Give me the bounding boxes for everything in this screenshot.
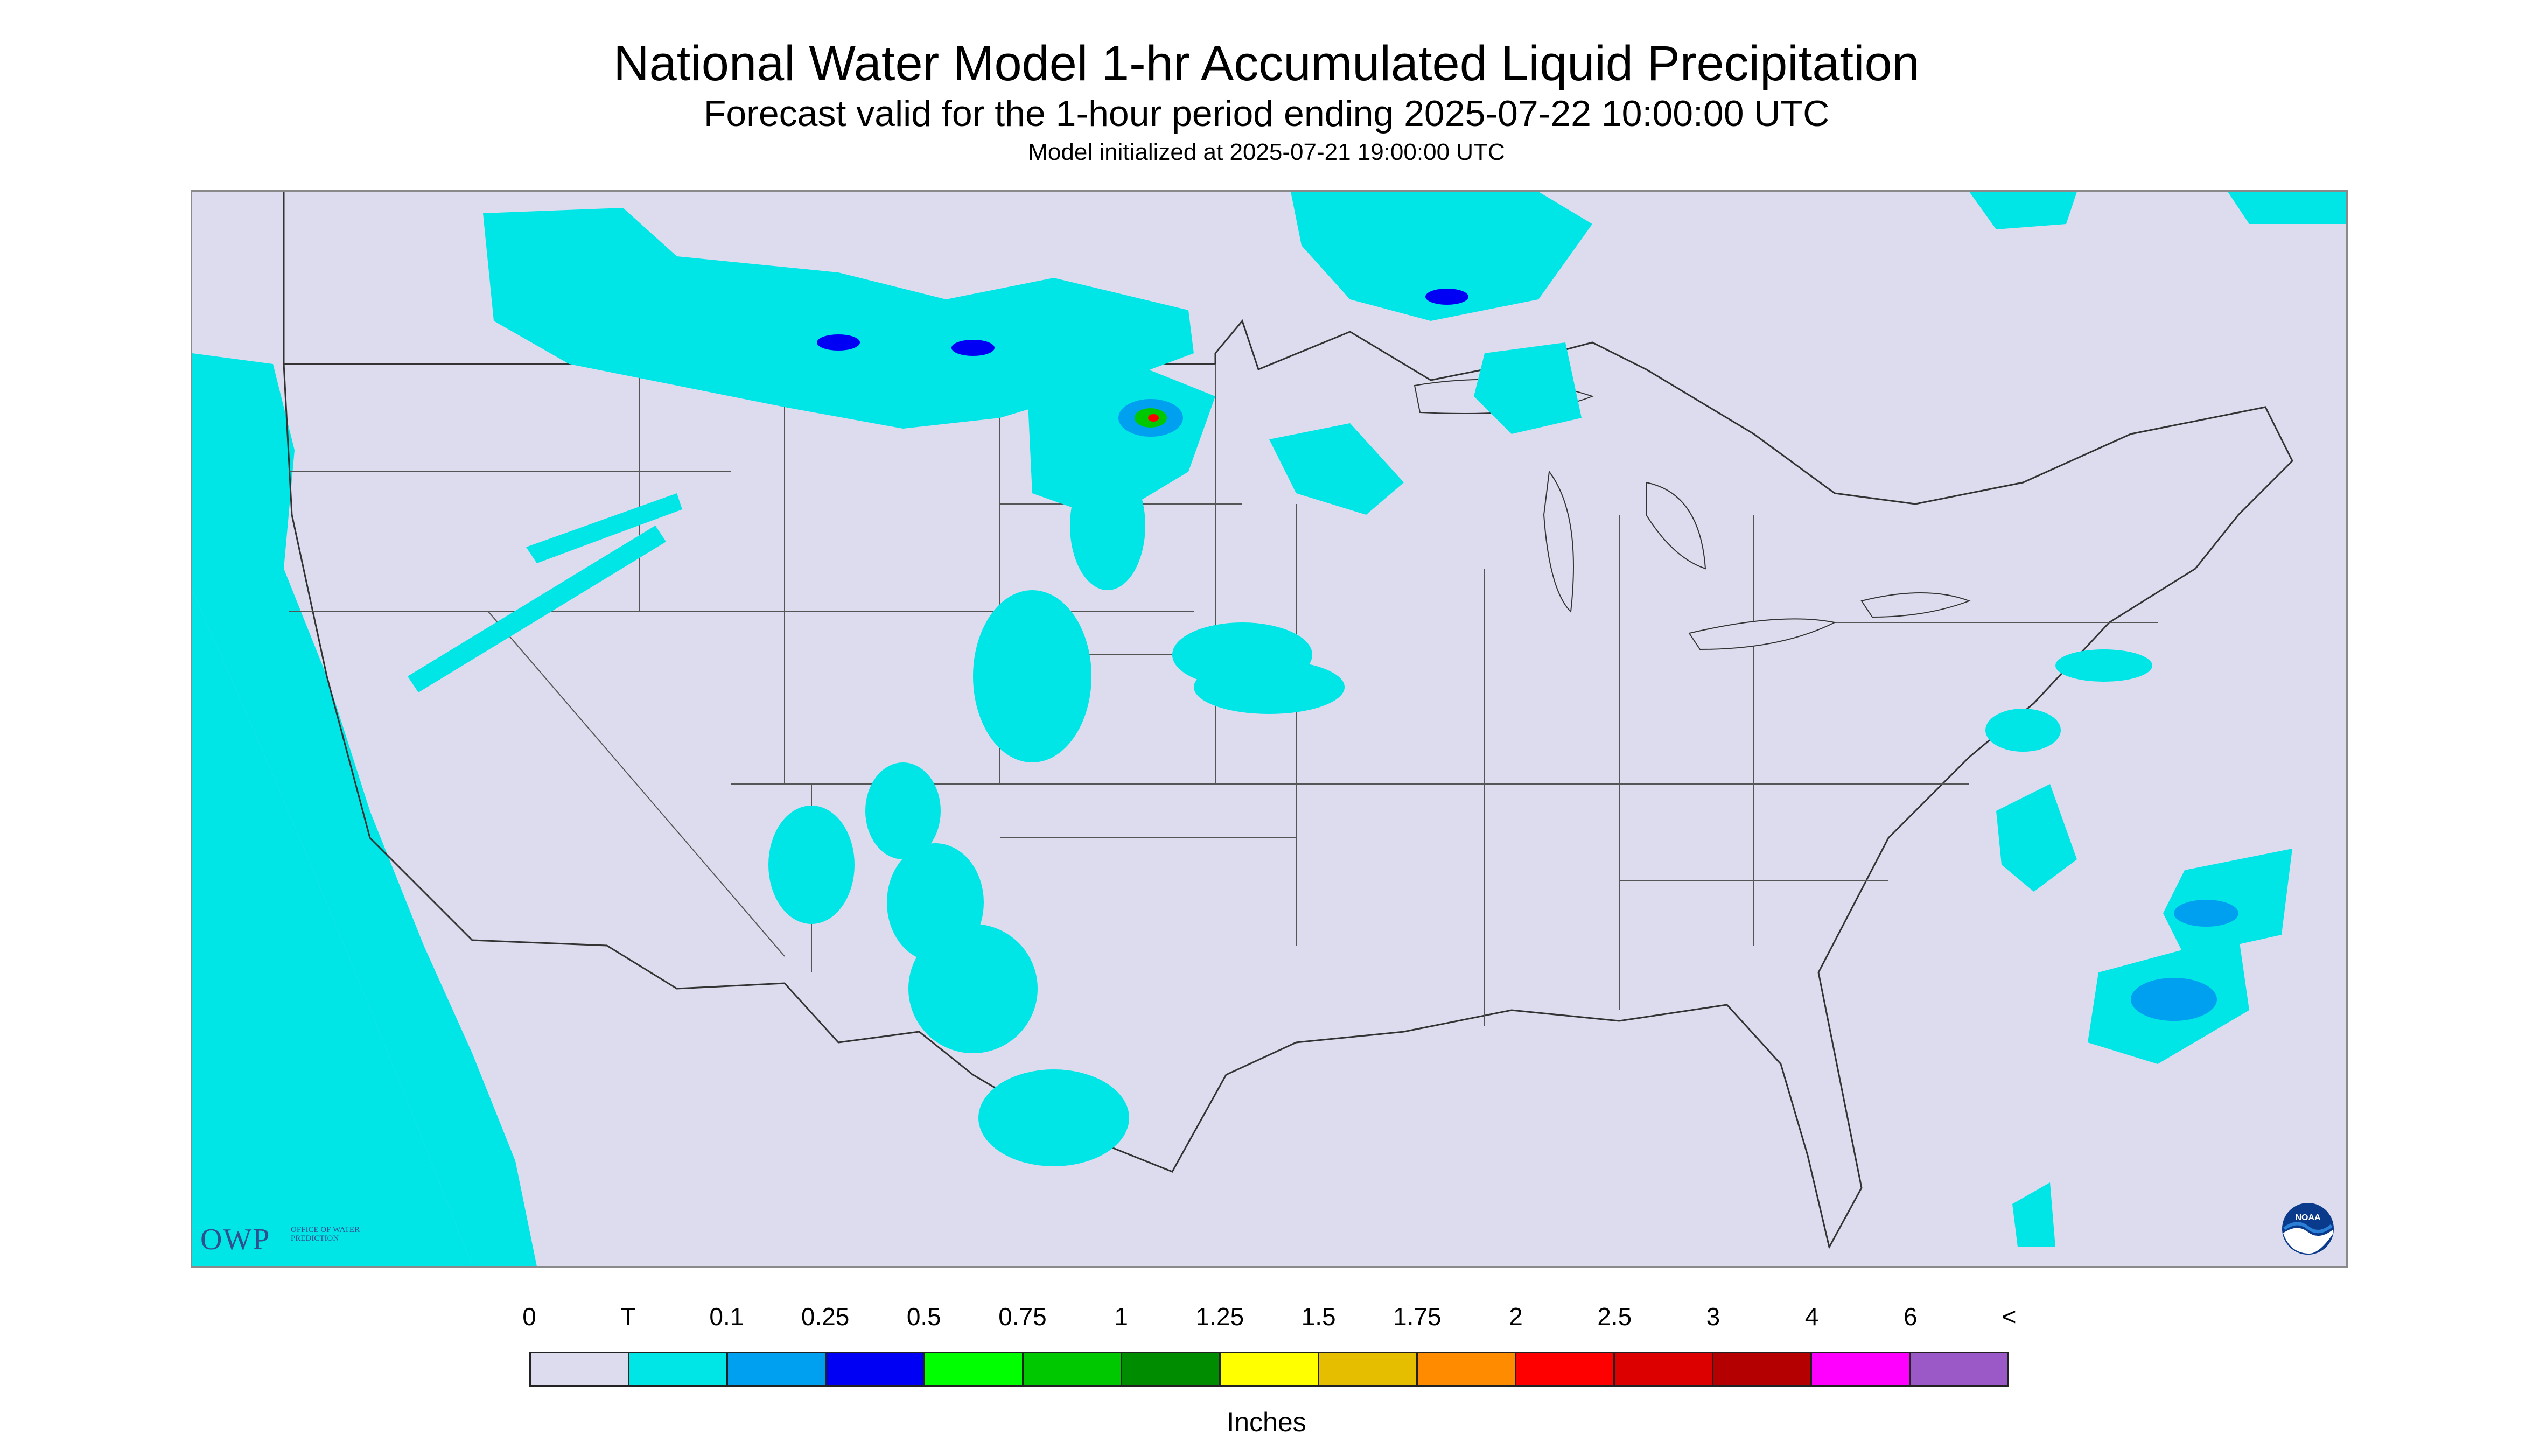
- domain-mask-right: [1991, 461, 2346, 1266]
- legend-tick-label: 2: [1509, 1303, 1523, 1331]
- legend-tick-label: 6: [1904, 1303, 1918, 1331]
- west-diagonal-precip: [408, 526, 666, 692]
- map-canvas: [192, 192, 2346, 1266]
- legend-swatch: [1418, 1353, 1516, 1385]
- legend-swatch: [827, 1353, 925, 1385]
- legend-swatch: [1319, 1353, 1418, 1385]
- legend-swatch: [1713, 1353, 1812, 1385]
- heavy-cores: [817, 289, 2238, 1021]
- legend-swatch: [1024, 1353, 1122, 1385]
- legend-units-label: Inches: [1227, 1407, 1306, 1437]
- legend-tick-label: 1.5: [1301, 1303, 1336, 1331]
- west-diagonal-precip-2: [526, 493, 682, 563]
- legend-swatch: [728, 1353, 827, 1385]
- legend-tick-label: 1: [1114, 1303, 1128, 1331]
- legend-tick-label: 0: [522, 1303, 536, 1331]
- northern-precip: [483, 192, 2346, 520]
- noaa-logo: NOAA: [2281, 1202, 2335, 1256]
- legend-tick-label: 4: [1804, 1303, 1819, 1331]
- legend-swatch: [1911, 1353, 2007, 1385]
- legend-swatch: [629, 1353, 728, 1385]
- svg-text:NOAA: NOAA: [2295, 1213, 2321, 1222]
- legend-tick-label: <: [2002, 1303, 2017, 1331]
- central-plains-precip: [1172, 622, 1345, 714]
- legend-swatch: [1221, 1353, 1319, 1385]
- legend-tick-label: 3: [1706, 1303, 1720, 1331]
- legend-labels: 0 T 0.1 0.25 0.5 0.75 1 1.25 1.5 1.75 2 2.5 3 4 6 <: [522, 1302, 2016, 1334]
- noaa-logo-icon: NOAA: [2282, 1203, 2334, 1255]
- legend-swatch: [1615, 1353, 1713, 1385]
- legend-swatch: [1122, 1353, 1221, 1385]
- legend-tick-label: 2.5: [1597, 1303, 1632, 1331]
- precipitation-map: [191, 190, 2348, 1268]
- legend-tick-label: 0.5: [906, 1303, 941, 1331]
- legend-tick-label: 1.25: [1195, 1303, 1244, 1331]
- legend-tick-label: T: [620, 1303, 636, 1331]
- owp-logo-text: OWP: [200, 1223, 271, 1256]
- forecast-valid-subtitle: Forecast valid for the 1-hour period end…: [703, 93, 1830, 134]
- precipitation-legend: [529, 1352, 2009, 1387]
- owp-logo: OWP OFFICE OF WATER PREDICTION: [200, 1222, 378, 1257]
- us-border: [283, 192, 2293, 1250]
- legend-swatch: [1516, 1353, 1615, 1385]
- domain-mask-left: [192, 192, 472, 1266]
- legend-tick-label: 1.75: [1393, 1303, 1442, 1331]
- legend-swatch: [925, 1353, 1024, 1385]
- legend-tick-label: 0.25: [801, 1303, 850, 1331]
- legend-tick-label: 0.75: [998, 1303, 1047, 1331]
- page-title: National Water Model 1-hr Accumulated Li…: [613, 36, 1920, 91]
- pacific-coast-precip: [192, 353, 537, 1266]
- legend-swatch: [531, 1353, 629, 1385]
- legend-swatch: [1812, 1353, 1911, 1385]
- owp-logo-subtext: OFFICE OF WATER PREDICTION: [291, 1226, 360, 1243]
- legend-tick-label: 0.1: [709, 1303, 744, 1331]
- southwest-precip: [768, 461, 1145, 1166]
- model-init-line: Model initialized at 2025-07-21 19:00:00…: [1028, 139, 1505, 165]
